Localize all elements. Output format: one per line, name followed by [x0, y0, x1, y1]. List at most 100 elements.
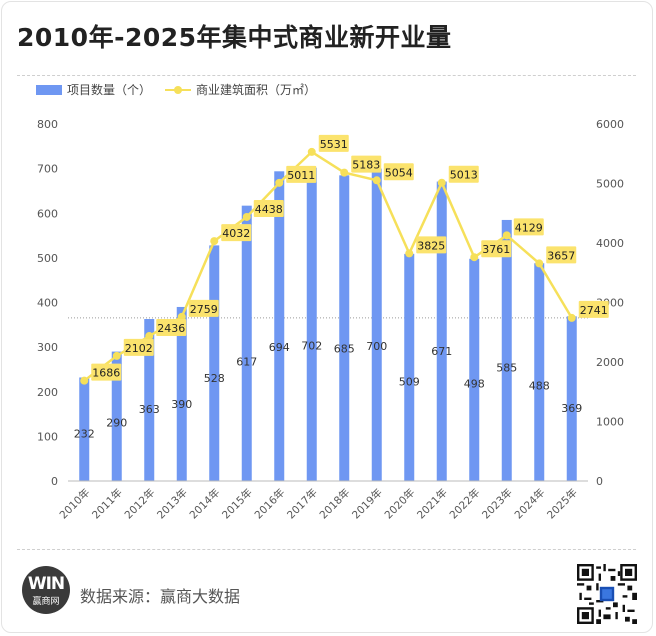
line-point: [242, 212, 251, 221]
bar: [501, 219, 512, 481]
x-axis-tick-label: 2017年: [284, 486, 320, 522]
line-point: [405, 249, 414, 258]
logo-mark: WIN: [27, 574, 65, 594]
bar: [144, 319, 155, 481]
bar: [274, 171, 285, 482]
bar-value-label: 290: [106, 417, 127, 430]
bar-value-label: 369: [561, 402, 582, 415]
line-value-label-box: [253, 199, 284, 217]
line-value-label-box: [91, 363, 122, 381]
line-point: [275, 178, 284, 187]
y-axis-tick-label: 800: [37, 118, 58, 131]
line-point: [145, 332, 154, 341]
bar-value-label: 685: [334, 343, 355, 356]
line-value-label: 5531: [320, 138, 348, 151]
y2-axis-tick-label: 6000: [596, 118, 624, 131]
bar-value-label: 488: [529, 380, 550, 393]
y2-axis-tick-label: 2000: [596, 356, 624, 369]
y-axis-tick-label: 700: [37, 163, 58, 176]
line-value-label: 3657: [547, 249, 575, 262]
bar-value-label: 528: [204, 372, 225, 385]
bar-value-label: 702: [301, 339, 322, 352]
line-point: [567, 313, 576, 322]
x-axis-tick-label: 2022年: [447, 486, 483, 522]
x-axis-tick-label: 2025年: [544, 486, 580, 522]
y2-axis-tick-label: 5000: [596, 178, 624, 191]
line-value-label: 5013: [450, 169, 478, 182]
bar-value-label: 232: [74, 428, 95, 441]
x-axis-tick-label: 2012年: [122, 486, 158, 522]
bar: [79, 377, 90, 481]
bar: [111, 351, 122, 481]
line-point: [112, 351, 121, 360]
bar: [209, 245, 220, 481]
line-point: [535, 259, 544, 268]
x-axis-tick-label: 2019年: [349, 486, 385, 522]
x-axis-tick-label: 2015年: [219, 486, 255, 522]
bar: [566, 316, 577, 481]
legend-line-label: 商业建筑面积（万㎡）: [196, 83, 317, 97]
x-axis-tick-label: 2010年: [57, 486, 93, 522]
line-value-label-box: [156, 319, 187, 337]
line-value-label-box: [481, 240, 512, 258]
bar: [404, 253, 415, 481]
area-line-series: [83, 150, 573, 382]
bar-value-label: 363: [139, 403, 160, 416]
y2-axis-tick-label: 0: [596, 475, 603, 488]
line-value-label: 4129: [515, 221, 543, 234]
line-value-label-box: [351, 155, 382, 173]
line-value-label: 3761: [482, 243, 510, 256]
chart-title: 2010年-2025年集中式商业新开业量: [17, 23, 452, 52]
bar-value-label: 498: [464, 378, 485, 391]
bar: [436, 181, 447, 481]
line-value-label: 5054: [385, 166, 413, 179]
line-point: [470, 253, 479, 262]
legend-line-swatch: [165, 85, 192, 95]
bar-value-label: 585: [496, 361, 517, 374]
bar: [371, 168, 382, 481]
y-axis-tick-label: 300: [37, 341, 58, 354]
top-divider: [17, 75, 636, 76]
line-value-label-box: [416, 236, 447, 254]
line-point: [177, 312, 186, 321]
bar-value-label: 671: [431, 345, 452, 358]
line-value-label: 5011: [287, 169, 315, 182]
winshang-logo: WIN 赢商网: [22, 566, 70, 614]
y2-axis-tick-label: 4000: [596, 237, 624, 250]
line-value-label: 5183: [352, 159, 380, 172]
line-value-label: 2759: [190, 303, 218, 316]
x-axis-tick-label: 2011年: [89, 486, 125, 522]
bar-value-label: 617: [236, 355, 257, 368]
x-axis-tick-label: 2016年: [252, 486, 288, 522]
bar: [176, 306, 187, 481]
line-point: [340, 168, 349, 177]
x-axis-tick-label: 2024年: [512, 486, 548, 522]
bottom-divider: [17, 549, 636, 550]
legend: 项目数量（个） 商业建筑面积（万㎡）: [36, 81, 316, 98]
x-axis-tick-label: 2023年: [479, 486, 515, 522]
line-value-label-box: [513, 218, 544, 236]
bar: [469, 258, 480, 481]
bar-value-label: 509: [399, 376, 420, 389]
line-point: [502, 231, 511, 240]
line-value-label-box: [383, 163, 414, 181]
y-axis-tick-label: 400: [37, 297, 58, 310]
logo-text: 赢商网: [32, 597, 60, 607]
line-value-label-box: [546, 246, 577, 264]
bar-value-label: 694: [269, 341, 290, 354]
line-point: [437, 178, 446, 187]
y-axis-tick-label: 0: [51, 475, 58, 488]
line-value-label: 2741: [580, 304, 608, 317]
y-axis-tick-label: 600: [37, 207, 58, 220]
line-point: [372, 176, 381, 185]
data-source: 数据来源：赢商大数据: [80, 587, 241, 606]
line-value-label-box: [448, 165, 479, 183]
y2-axis-tick-label: 1000: [596, 416, 624, 429]
legend-bar-swatch: [36, 84, 62, 95]
line-value-label-box: [188, 299, 219, 317]
line-value-label-box: [123, 338, 154, 356]
bar: [306, 167, 317, 482]
y-axis-tick-label: 500: [37, 252, 58, 265]
legend-bar-label: 项目数量（个）: [67, 83, 152, 97]
line-value-label-box: [221, 224, 252, 242]
